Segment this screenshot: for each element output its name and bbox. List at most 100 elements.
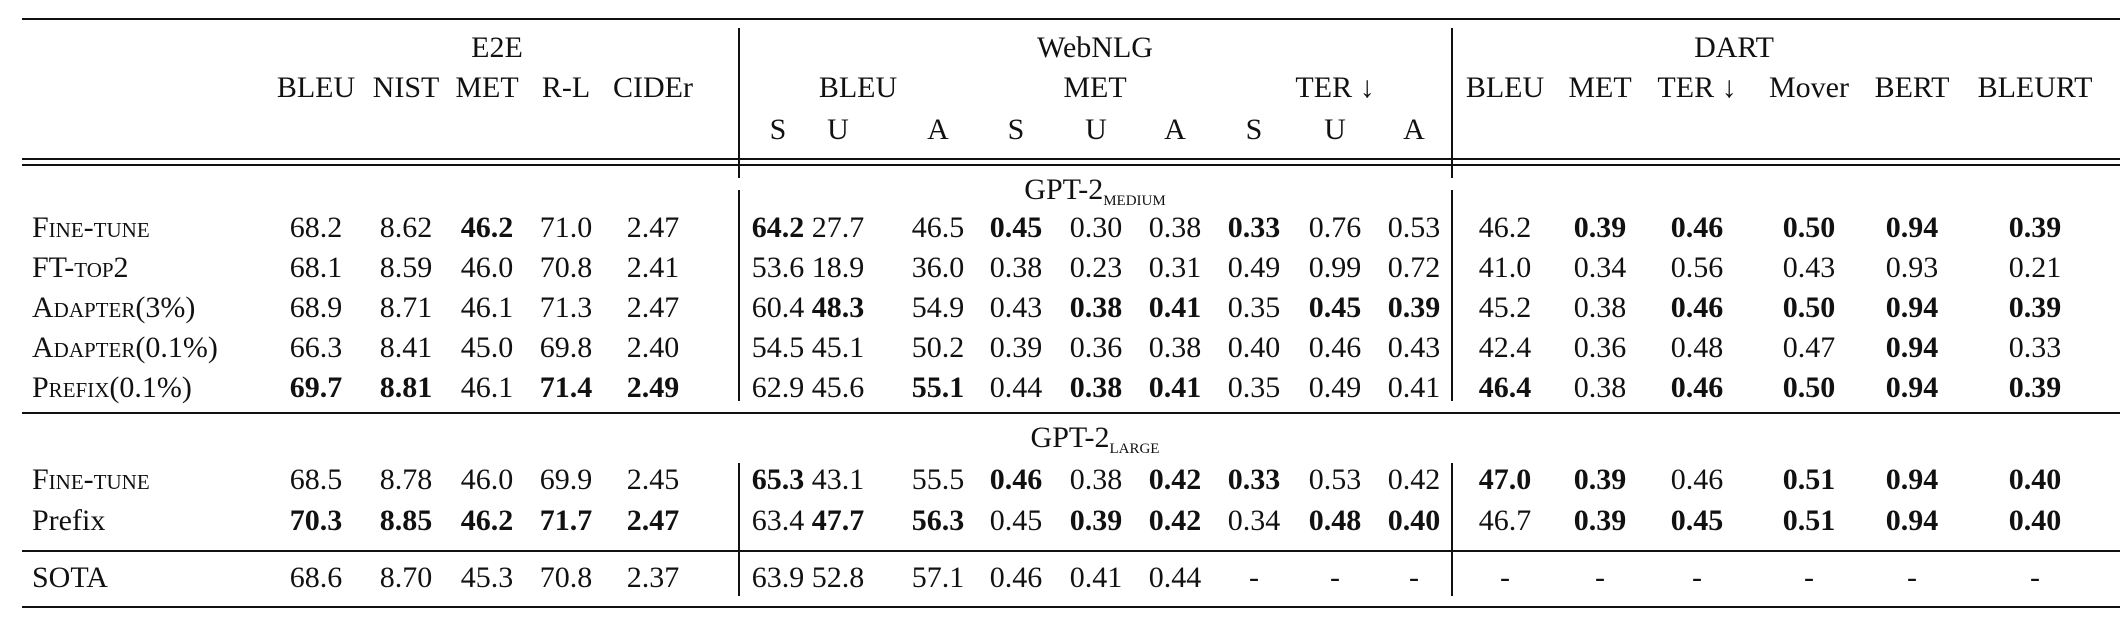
table-cell: 43.1 bbox=[811, 463, 865, 496]
table-cell: 0.38 bbox=[1573, 371, 1627, 404]
split-header: A bbox=[927, 113, 949, 146]
table-cell: 0.53 bbox=[1308, 463, 1362, 496]
table-cell: 64.2 bbox=[751, 211, 805, 244]
row-label: Prefix(0.1%) bbox=[32, 371, 192, 404]
table-cell: 55.1 bbox=[911, 371, 965, 404]
table-cell: 8.71 bbox=[379, 291, 433, 324]
table-cell: 0.30 bbox=[1069, 211, 1123, 244]
table-cell: 0.42 bbox=[1387, 463, 1441, 496]
table-cell: 70.8 bbox=[539, 561, 593, 594]
table-cell: 0.56 bbox=[1670, 251, 1724, 284]
table-cell: 0.49 bbox=[1308, 371, 1362, 404]
metric-header: Mover bbox=[1769, 71, 1849, 104]
table-cell: 0.53 bbox=[1387, 211, 1441, 244]
table-cell: 55.5 bbox=[911, 463, 965, 496]
table-cell: 46.0 bbox=[460, 251, 514, 284]
dataset-header-webnlg: WebNLG bbox=[1037, 31, 1153, 64]
table-cell: 47.7 bbox=[811, 504, 865, 537]
metric-header: TER ↓ bbox=[1657, 71, 1737, 104]
metric-header: BLEU bbox=[276, 71, 356, 104]
row-label: Prefix bbox=[32, 504, 106, 537]
table-cell: 46.4 bbox=[1478, 371, 1532, 404]
split-header: S bbox=[1245, 113, 1263, 146]
vertical-rule bbox=[738, 190, 740, 401]
table-cell: 0.38 bbox=[1148, 211, 1202, 244]
table-cell: 0.41 bbox=[1148, 291, 1202, 324]
table-cell: 2.47 bbox=[626, 291, 680, 324]
table-cell: 0.44 bbox=[989, 371, 1043, 404]
table-cell: 0.45 bbox=[989, 211, 1043, 244]
table-cell: 2.47 bbox=[626, 504, 680, 537]
table-cell: 27.7 bbox=[811, 211, 865, 244]
table-cell: 46.2 bbox=[460, 504, 514, 537]
table-cell: 71.3 bbox=[539, 291, 593, 324]
table-cell: 60.4 bbox=[751, 291, 805, 324]
table-cell: 2.40 bbox=[626, 331, 680, 364]
table-cell: 0.38 bbox=[1069, 291, 1123, 324]
table-cell: 71.7 bbox=[539, 504, 593, 537]
split-header: A bbox=[1164, 113, 1186, 146]
table-cell: 0.50 bbox=[1782, 291, 1836, 324]
table-cell: 0.38 bbox=[1069, 371, 1123, 404]
table-cell: 68.9 bbox=[289, 291, 343, 324]
vertical-rule bbox=[1451, 28, 1453, 178]
table-cell: 0.46 bbox=[1670, 291, 1724, 324]
table-cell: 70.3 bbox=[289, 504, 343, 537]
table-cell: 0.45 bbox=[1670, 504, 1724, 537]
table-cell: 18.9 bbox=[811, 251, 865, 284]
table-cell: 0.21 bbox=[2008, 251, 2062, 284]
table-cell: 42.4 bbox=[1478, 331, 1532, 364]
table-cell: 0.49 bbox=[1227, 251, 1281, 284]
table-cell: 2.45 bbox=[626, 463, 680, 496]
dataset-header-e2e: E2E bbox=[471, 31, 523, 64]
table-cell: 0.31 bbox=[1148, 251, 1202, 284]
table-cell: 0.23 bbox=[1069, 251, 1123, 284]
table-cell: 0.40 bbox=[1387, 504, 1441, 537]
vertical-rule bbox=[738, 463, 740, 596]
metric-group-header: MET bbox=[1063, 71, 1127, 104]
table-cell: 0.38 bbox=[1148, 331, 1202, 364]
model-name: GPT-2 bbox=[1030, 421, 1110, 454]
split-header: S bbox=[1007, 113, 1025, 146]
table-cell: 0.99 bbox=[1308, 251, 1362, 284]
table-cell: 0.39 bbox=[1573, 504, 1627, 537]
row-label: Fine-tune bbox=[32, 211, 150, 244]
table-cell: 0.39 bbox=[989, 331, 1043, 364]
table-cell: 0.51 bbox=[1782, 463, 1836, 496]
table-cell: 0.94 bbox=[1885, 291, 1939, 324]
model-size: medium bbox=[1103, 185, 1166, 210]
table-cell: 0.50 bbox=[1782, 371, 1836, 404]
table-cell: 2.37 bbox=[626, 561, 680, 594]
model-section-title: GPT-2large bbox=[1031, 420, 1160, 458]
split-header: U bbox=[1324, 113, 1346, 146]
table-cell: 54.5 bbox=[751, 331, 805, 364]
row-label: FT-top2 bbox=[32, 251, 129, 284]
table-cell: 0.40 bbox=[1227, 331, 1281, 364]
table-cell: 0.76 bbox=[1308, 211, 1362, 244]
table-cell: 0.46 bbox=[1670, 371, 1724, 404]
table-cell: 0.72 bbox=[1387, 251, 1441, 284]
table-cell: 0.38 bbox=[1069, 463, 1123, 496]
table-cell: 0.94 bbox=[1885, 463, 1939, 496]
table-cell: - bbox=[1409, 561, 1419, 594]
table-cell: 52.8 bbox=[811, 561, 865, 594]
table-cell: 0.39 bbox=[2008, 211, 2062, 244]
table-cell: 53.6 bbox=[751, 251, 805, 284]
table-cell: - bbox=[1500, 561, 1510, 594]
table-cell: 36.0 bbox=[911, 251, 965, 284]
table-cell: 0.43 bbox=[989, 291, 1043, 324]
table-cell: 46.7 bbox=[1478, 504, 1532, 537]
table-cell: 8.81 bbox=[379, 371, 433, 404]
table-cell: 65.3 bbox=[751, 463, 805, 496]
table-cell: 0.46 bbox=[989, 463, 1043, 496]
table-cell: 47.0 bbox=[1478, 463, 1532, 496]
table-cell: 8.85 bbox=[379, 504, 433, 537]
row-label: Fine-tune bbox=[32, 463, 150, 496]
table-cell: 45.3 bbox=[460, 561, 514, 594]
table-cell: 0.43 bbox=[1387, 331, 1441, 364]
table-cell: 0.94 bbox=[1885, 371, 1939, 404]
table-cell: 56.3 bbox=[911, 504, 965, 537]
table-cell: 68.2 bbox=[289, 211, 343, 244]
table-cell: 54.9 bbox=[911, 291, 965, 324]
